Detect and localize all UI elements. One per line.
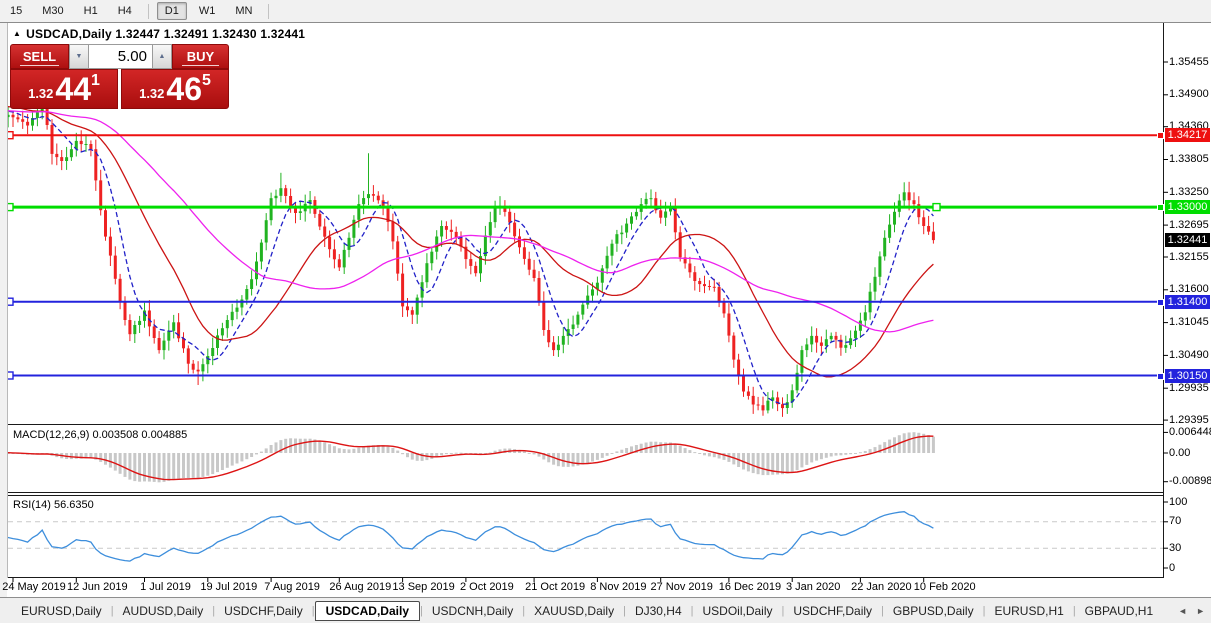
tab-gbpusd-daily[interactable]: GBPUSD,Daily (892, 603, 974, 618)
timeframe-button-M30[interactable]: M30 (42, 5, 64, 17)
tab-usdoil-daily[interactable]: USDOil,Daily (702, 603, 773, 618)
chart-title-text: USDCAD,Daily 1.32447 1.32491 1.32430 1.3… (26, 27, 306, 41)
timeframe-toolbar: 15 M30 H1 H4 D1 W1 MN (0, 0, 1211, 22)
candlestick-panel (8, 92, 1163, 417)
tab-separator: | (690, 604, 694, 617)
timeframe-button-15[interactable]: 15 (10, 5, 23, 17)
chart-title: ▲ USDCAD,Daily 1.32447 1.32491 1.32430 1.… (13, 27, 305, 41)
timeframe-button-W1[interactable]: W1 (198, 5, 216, 17)
rsi-panel (8, 511, 1163, 562)
tab-separator: | (881, 604, 884, 617)
tab-xauusd-daily[interactable]: XAUUSD,Daily (534, 603, 615, 618)
ask-price-sup: 5 (202, 72, 211, 89)
ask-price-prefix: 1.32 (139, 86, 165, 101)
bid-price-big: 44 (55, 71, 91, 107)
sell-button[interactable]: SELL (10, 44, 69, 69)
volume-input[interactable] (89, 44, 152, 69)
ask-price-display[interactable]: 1.32 46 5 (121, 69, 229, 109)
tab-audusd-daily[interactable]: AUDUSD,Daily (122, 603, 204, 618)
collapse-chart-icon[interactable]: ▲ (13, 29, 22, 38)
buy-button[interactable]: BUY (172, 44, 229, 69)
tab-usdchf-daily[interactable]: USDCHF,Daily (224, 603, 303, 618)
arrow-down-icon: ▼ (75, 53, 83, 60)
tab-usdchf-daily[interactable]: USDCHF,Daily (793, 603, 873, 618)
tab-separator: | (781, 604, 785, 617)
tab-separator: | (1072, 604, 1076, 617)
tab-separator: | (212, 604, 216, 617)
tab-dj30-h4[interactable]: DJ30,H4 (634, 603, 682, 618)
bid-price-sup: 1 (91, 72, 100, 89)
toolbar-separator (147, 3, 149, 19)
tab-separator: | (420, 604, 423, 617)
tab-eurusd-h1[interactable]: EURUSD,H1 (994, 603, 1064, 618)
timeframe-button-MN[interactable]: MN (235, 5, 253, 17)
tab-scroll-right-icon[interactable]: ► (1196, 606, 1205, 616)
arrow-up-icon: ▲ (158, 53, 166, 60)
tab-usdcad-daily[interactable]: USDCAD,Daily (314, 600, 420, 621)
bid-price-prefix: 1.32 (28, 86, 54, 101)
tab-scroll-left-icon[interactable]: ◄ (1178, 606, 1188, 616)
timeframe-button-H1[interactable]: H1 (83, 5, 98, 17)
tab-separator: | (522, 604, 526, 617)
volume-increase-button[interactable]: ▲ (152, 44, 172, 69)
volume-decrease-button[interactable]: ▼ (69, 44, 89, 69)
tab-gbpaud-h1[interactable]: GBPAUD,H1 (1084, 603, 1154, 618)
tab-separator: | (311, 604, 315, 617)
trade-panel-price-row: 1.32 44 1 1.32 46 5 (10, 69, 229, 109)
tab-eurusd-daily[interactable]: EURUSD,Daily (21, 603, 102, 618)
bid-price-display[interactable]: 1.32 44 1 (10, 69, 118, 109)
timeframe-button-H4[interactable]: H4 (117, 5, 132, 17)
ask-price-big: 46 (166, 71, 202, 107)
chart-tab-bar: EURUSD,Daily | AUDUSD,Daily | USDCHF,Daily | U… (0, 597, 1211, 623)
tab-separator: | (110, 604, 114, 617)
tab-separator: | (982, 604, 986, 617)
tab-separator: | (623, 604, 626, 617)
tab-scroll-arrows: ◄ ► (1178, 598, 1205, 624)
trade-panel-top-row: SELL ▼ ▲ BUY (10, 44, 229, 69)
timeframe-button-D1[interactable]: D1 (156, 2, 187, 20)
toolbar-separator (268, 3, 270, 19)
macd-panel (8, 432, 935, 483)
tab-usdcnh-daily[interactable]: USDCNH,Daily (431, 603, 514, 618)
